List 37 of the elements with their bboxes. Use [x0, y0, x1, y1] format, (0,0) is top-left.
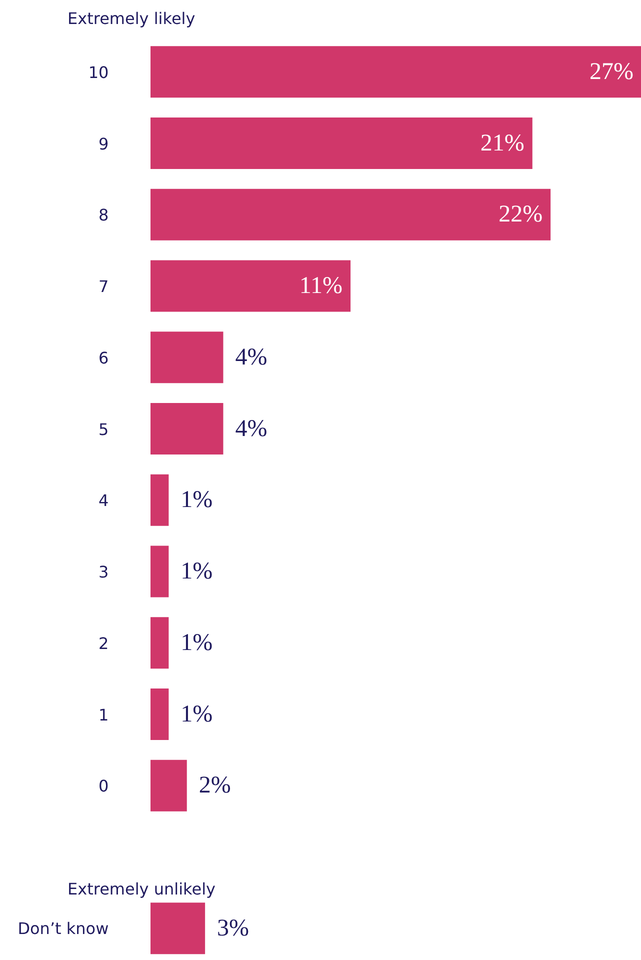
data-label: 27% — [590, 58, 634, 85]
data-label: 21% — [480, 130, 524, 156]
y-tick-label: 0 — [98, 776, 109, 796]
bar — [150, 688, 169, 740]
bar — [150, 188, 551, 240]
data-label: 4% — [235, 416, 268, 442]
data-label: 3% — [217, 915, 250, 942]
y-tick-label: 3 — [98, 562, 109, 582]
data-label: 1% — [180, 487, 213, 514]
bar — [150, 403, 224, 454]
bar — [150, 617, 169, 669]
bar — [150, 474, 169, 526]
annotation: Extremely unlikely — [68, 880, 216, 899]
data-label: 1% — [180, 630, 213, 656]
data-label: 22% — [498, 202, 543, 228]
data-label: 4% — [235, 344, 268, 370]
y-tick-label: 1 — [98, 705, 109, 724]
y-tick-label: 2 — [98, 634, 109, 653]
y-tick-label: Don’t know — [18, 918, 109, 938]
bar — [150, 332, 224, 384]
data-label: 11% — [299, 273, 343, 299]
data-label: 2% — [198, 772, 231, 799]
data-label: 1% — [180, 558, 213, 585]
data-label: 1% — [180, 701, 213, 728]
y-tick-label: 6 — [98, 348, 109, 368]
y-tick-label: 4 — [98, 491, 109, 510]
annotation: Extremely likely — [68, 8, 196, 28]
bar — [150, 260, 351, 312]
y-tick-label: 9 — [98, 134, 109, 154]
bar — [150, 118, 532, 169]
y-tick-label: 8 — [98, 206, 109, 225]
bar — [150, 46, 641, 98]
y-tick-label: 10 — [88, 62, 109, 82]
y-tick-label: 5 — [98, 420, 109, 439]
y-tick-label: 7 — [98, 277, 109, 296]
bar — [150, 760, 187, 812]
bar — [150, 546, 169, 598]
